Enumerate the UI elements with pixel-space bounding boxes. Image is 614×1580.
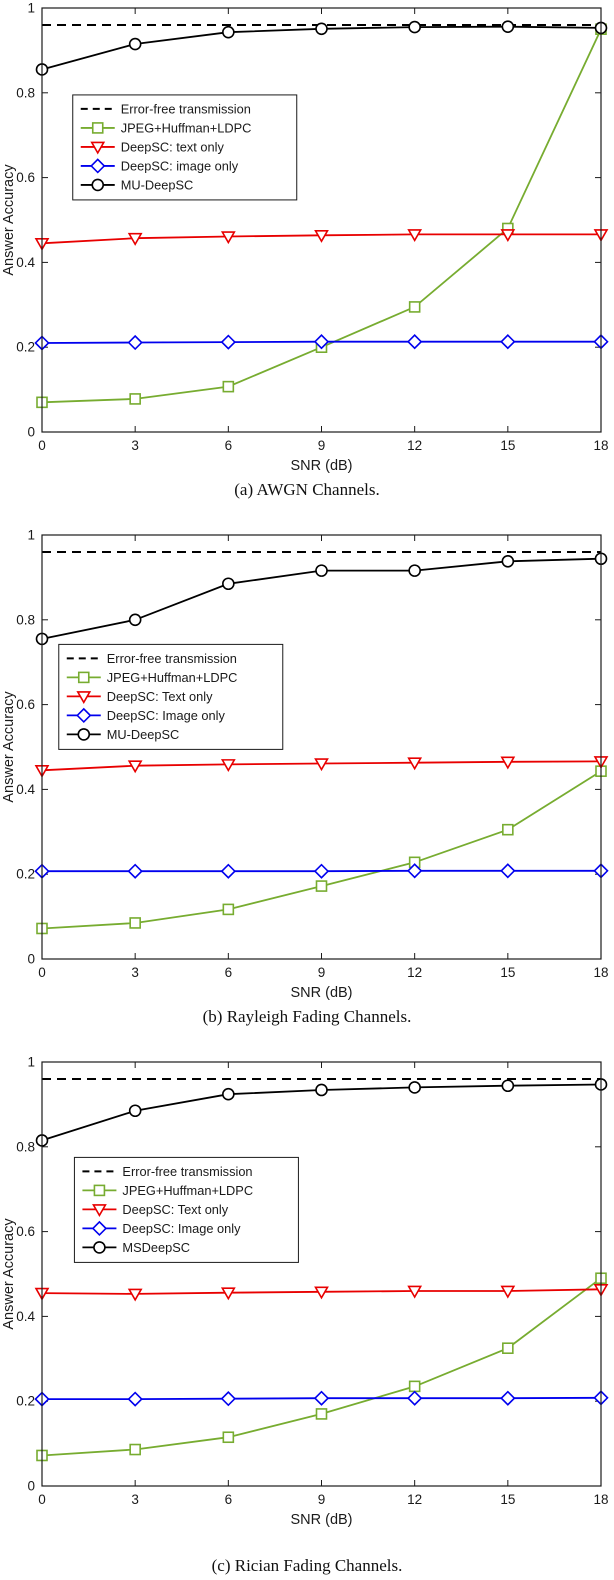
series-deepsc-text-only (34, 756, 609, 778)
svg-text:0.4: 0.4 (16, 255, 35, 270)
subplot-c: 0 3 6 9 12 15 18 0 0.2 0.4 0.6 0.8 1 SNR (dB) Answer A… (0, 1054, 614, 1580)
x-axis-label: SNR (dB) (290, 1512, 352, 1528)
y-axis-label: Answer Accuracy (1, 1218, 17, 1330)
svg-text:0: 0 (27, 952, 35, 967)
y-axis-label: Answer Accuracy (1, 691, 17, 803)
legend-label-error-free-transmission: Error-free transmission (121, 101, 251, 116)
series-mu-deepsc (35, 20, 608, 76)
svg-text:1: 1 (27, 528, 35, 543)
legend-label-error-free-transmission: Error-free transmission (107, 651, 237, 666)
svg-text:0: 0 (27, 425, 35, 440)
svg-text:0.2: 0.2 (16, 340, 35, 355)
legend: Error-free transmission JPEG+Huffman+LDPC… (73, 1156, 299, 1263)
chart-svg: 0 3 6 9 12 15 18 0 0.2 0.4 0.6 0.8 1 SNR (dB) Answer A… (1, 528, 609, 1001)
subplot-b: 0 3 6 9 12 15 18 0 0.2 0.4 0.6 0.8 1 SNR (dB) Answer A… (0, 527, 614, 1054)
chart-c-caption: (c) Rician Fading Channels. (211, 1556, 403, 1575)
svg-text:3: 3 (131, 438, 139, 453)
svg-text:0.2: 0.2 (16, 867, 35, 882)
svg-text:12: 12 (407, 438, 422, 453)
svg-text:1: 1 (27, 1, 35, 16)
svg-text:15: 15 (500, 1492, 515, 1507)
y-axis-label: Answer Accuracy (1, 164, 17, 276)
axes: 0 3 6 9 12 15 18 0 0.2 0.4 0.6 0.8 1 (16, 1055, 608, 1508)
svg-text:12: 12 (407, 1492, 422, 1507)
svg-text:15: 15 (500, 965, 515, 980)
chart-svg: 0 3 6 9 12 15 18 0 0.2 0.4 0.6 0.8 1 SNR (dB) Answer A… (1, 1055, 609, 1528)
legend-label-deepsc-text-only: DeepSC: Text only (107, 689, 213, 704)
legend-label-deepsc-image-only: DeepSC: Image only (107, 708, 226, 723)
svg-text:0: 0 (38, 1492, 46, 1507)
legend: Error-free transmission JPEG+Huffman+LDPC… (58, 643, 284, 750)
svg-text:9: 9 (318, 965, 326, 980)
legend-label-mu-deepsc: MU-DeepSC (107, 727, 180, 742)
svg-text:18: 18 (593, 965, 608, 980)
svg-text:0.6: 0.6 (16, 697, 35, 712)
legend-label-error-free-transmission: Error-free transmission (122, 1164, 252, 1179)
svg-text:0.8: 0.8 (16, 1139, 35, 1154)
legend-label-deepsc-text-only: DeepSC: Text only (122, 1202, 228, 1217)
subplot-a: 0 3 6 9 12 15 18 0 0.2 0.4 0.6 0.8 1 SNR (dB) Answer A… (0, 0, 614, 527)
svg-text:0: 0 (38, 965, 46, 980)
svg-text:18: 18 (593, 1492, 608, 1507)
series-deepsc-text-only (34, 229, 609, 251)
x-axis-label: SNR (dB) (290, 985, 352, 1001)
svg-text:0.2: 0.2 (16, 1394, 35, 1409)
legend-label-jpeg-huffman-ldpc: JPEG+Huffman+LDPC (122, 1183, 253, 1198)
chart-b-caption: (b) Rayleigh Fading Channels. (202, 1007, 412, 1026)
svg-text:9: 9 (318, 438, 326, 453)
legend-label-mu-deepsc: MU-DeepSC (121, 177, 194, 192)
svg-text:1: 1 (27, 1055, 35, 1070)
svg-text:6: 6 (225, 1492, 233, 1507)
chart-a-canvas: 0 3 6 9 12 15 18 0 0.2 0.4 0.6 0.8 1 SNR (dB) Answer A… (0, 0, 614, 474)
legend-label-msdeepsc: MSDeepSC (122, 1240, 190, 1255)
svg-text:3: 3 (131, 1492, 139, 1507)
svg-text:6: 6 (225, 965, 233, 980)
svg-text:0.8: 0.8 (16, 85, 35, 100)
svg-text:9: 9 (318, 1492, 326, 1507)
svg-text:0: 0 (27, 1479, 35, 1494)
svg-text:12: 12 (407, 965, 422, 980)
series-deepsc-image-only (34, 334, 609, 351)
legend: Error-free transmission JPEG+Huffman+LDPC… (72, 94, 298, 201)
svg-text:15: 15 (500, 438, 515, 453)
svg-text:0: 0 (38, 438, 46, 453)
series-mu-deepsc (35, 552, 608, 646)
svg-text:3: 3 (131, 965, 139, 980)
svg-text:18: 18 (593, 438, 608, 453)
legend-label-jpeg-huffman-ldpc: JPEG+Huffman+LDPC (107, 670, 238, 685)
svg-text:0.6: 0.6 (16, 1224, 35, 1239)
chart-a-caption: (a) AWGN Channels. (234, 480, 380, 499)
legend-label-deepsc-image-only: DeepSC: image only (121, 158, 239, 173)
svg-text:6: 6 (225, 438, 233, 453)
legend-label-jpeg-huffman-ldpc: JPEG+Huffman+LDPC (121, 120, 252, 135)
series-deepsc-image-only (34, 1390, 609, 1407)
svg-text:0.8: 0.8 (16, 612, 35, 627)
chart-b-canvas: 0 3 6 9 12 15 18 0 0.2 0.4 0.6 0.8 1 SNR (dB) Answer A… (0, 527, 614, 1001)
x-axis-label: SNR (dB) (290, 458, 352, 474)
chart-c-canvas: 0 3 6 9 12 15 18 0 0.2 0.4 0.6 0.8 1 SNR (dB) Answer A… (0, 1054, 614, 1528)
legend-label-deepsc-image-only: DeepSC: Image only (122, 1221, 241, 1236)
chart-svg: 0 3 6 9 12 15 18 0 0.2 0.4 0.6 0.8 1 SNR (dB) Answer A… (1, 1, 609, 474)
svg-text:0.6: 0.6 (16, 170, 35, 185)
svg-text:0.4: 0.4 (16, 1309, 35, 1324)
legend-label-deepsc-text-only: DeepSC: text only (121, 139, 225, 154)
svg-text:0.4: 0.4 (16, 782, 35, 797)
